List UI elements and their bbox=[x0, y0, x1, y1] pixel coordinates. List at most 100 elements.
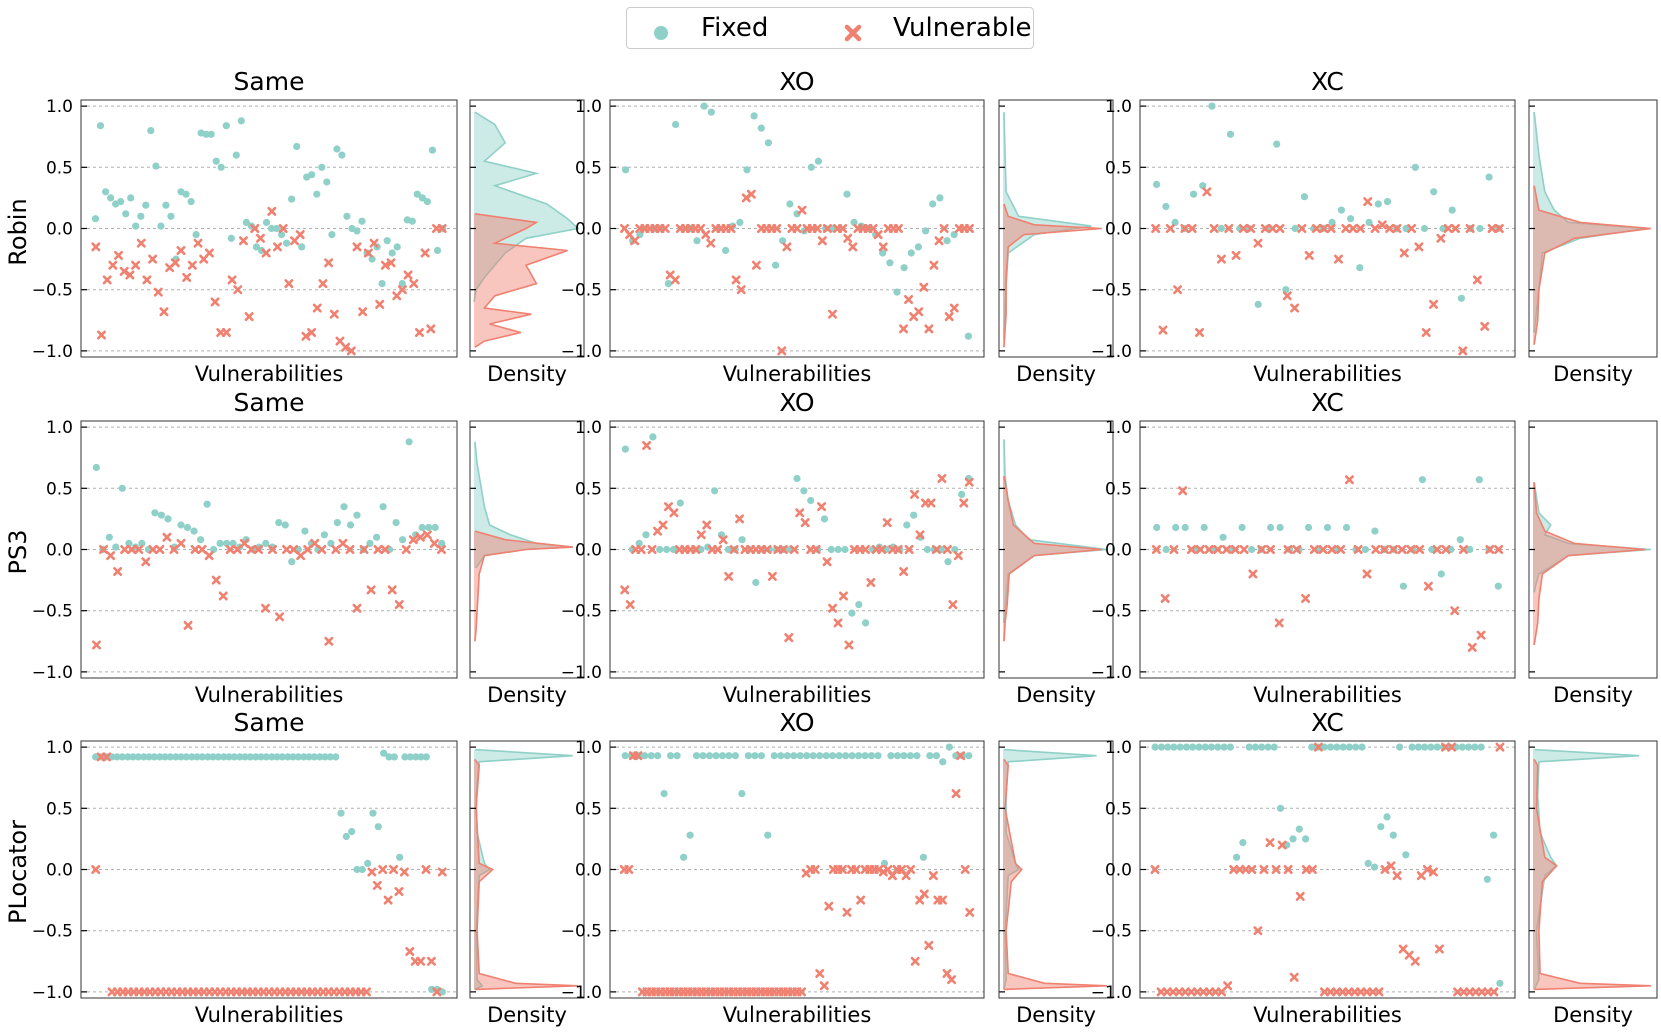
y-tick-label: 0.0 bbox=[1105, 541, 1132, 561]
point-vulnerable bbox=[401, 545, 411, 554]
point-fixed bbox=[770, 752, 778, 760]
point-fixed bbox=[1430, 188, 1438, 196]
panel-frame bbox=[1139, 99, 1516, 358]
point-fixed bbox=[262, 218, 271, 226]
point-vulnerable bbox=[819, 981, 829, 991]
point-fixed bbox=[333, 519, 341, 527]
point-vulnerable bbox=[1260, 224, 1270, 233]
point-vulnerable bbox=[931, 545, 941, 554]
point-vulnerable bbox=[338, 538, 348, 548]
point-fixed bbox=[1214, 743, 1222, 751]
point-fixed bbox=[413, 190, 421, 198]
point-fixed bbox=[268, 753, 276, 761]
point-vulnerable bbox=[1151, 545, 1161, 554]
point-fixed bbox=[406, 753, 414, 761]
x-axis-label: Density bbox=[1016, 1003, 1096, 1027]
point-vulnerable bbox=[1246, 224, 1256, 233]
point-vulnerable bbox=[899, 324, 909, 334]
point-fixed bbox=[1190, 190, 1198, 198]
point-vulnerable bbox=[810, 865, 820, 874]
point-vulnerable bbox=[432, 987, 442, 997]
point-vulnerable bbox=[102, 275, 112, 285]
density-line-fixed bbox=[1533, 748, 1640, 990]
point-vulnerable bbox=[828, 309, 838, 319]
point-fixed bbox=[663, 545, 671, 554]
point-fixed bbox=[1289, 835, 1297, 843]
point-vulnerable bbox=[1392, 224, 1402, 233]
panel-frame bbox=[469, 420, 585, 679]
point-fixed bbox=[686, 831, 694, 839]
point-vulnerable bbox=[1476, 630, 1486, 640]
point-fixed bbox=[177, 521, 185, 529]
point-fixed bbox=[965, 752, 973, 760]
point-fixed bbox=[1258, 743, 1266, 751]
point-fixed bbox=[1267, 523, 1275, 532]
point-fixed bbox=[1496, 979, 1504, 987]
point-fixed bbox=[1270, 743, 1278, 751]
point-fixed bbox=[167, 212, 175, 220]
point-vulnerable bbox=[828, 603, 838, 613]
point-fixed bbox=[262, 753, 270, 761]
density-fill-vulnerable bbox=[1003, 759, 1107, 990]
point-vulnerable bbox=[102, 752, 112, 762]
point-vulnerable bbox=[746, 189, 756, 199]
point-vulnerable bbox=[696, 530, 706, 540]
point-fixed bbox=[1347, 215, 1355, 223]
panel-robin-1 bbox=[469, 99, 585, 358]
point-fixed bbox=[764, 139, 773, 147]
point-fixed bbox=[1433, 743, 1441, 751]
point-vulnerable bbox=[1213, 545, 1223, 554]
y-tick-label: 0.0 bbox=[575, 220, 602, 240]
point-fixed bbox=[1164, 743, 1172, 751]
point-fixed bbox=[1358, 743, 1366, 751]
point-vulnerable bbox=[882, 518, 892, 528]
point-fixed bbox=[1414, 743, 1422, 751]
point-fixed bbox=[328, 231, 336, 239]
point-vulnerable bbox=[944, 312, 954, 322]
point-vulnerable bbox=[1326, 224, 1336, 233]
panel-title: XO bbox=[779, 708, 814, 737]
point-fixed bbox=[699, 752, 707, 760]
y-tick-label: 1.0 bbox=[575, 418, 602, 438]
point-vulnerable bbox=[329, 309, 339, 319]
point-vulnerable bbox=[183, 620, 193, 630]
point-fixed bbox=[257, 753, 265, 761]
point-vulnerable bbox=[1283, 865, 1293, 874]
point-fixed bbox=[1383, 813, 1391, 821]
point-fixed bbox=[879, 249, 887, 257]
point-fixed bbox=[1490, 831, 1498, 839]
point-vulnerable bbox=[380, 545, 390, 554]
point-vulnerable bbox=[713, 545, 723, 554]
point-vulnerable bbox=[919, 282, 929, 292]
point-vulnerable bbox=[724, 571, 734, 581]
point-vulnerable bbox=[120, 545, 130, 554]
point-vulnerable bbox=[1257, 545, 1267, 554]
point-vulnerable bbox=[403, 270, 413, 280]
point-vulnerable bbox=[284, 279, 294, 289]
point-vulnerable bbox=[372, 880, 382, 890]
point-vulnerable bbox=[260, 603, 270, 613]
point-fixed bbox=[1254, 300, 1262, 308]
panel-robin-2 bbox=[609, 99, 985, 358]
point-fixed bbox=[692, 752, 701, 760]
point-vulnerable bbox=[959, 498, 969, 508]
y-tick-label: −1.0 bbox=[32, 663, 73, 683]
point-vulnerable bbox=[141, 557, 151, 567]
point-vulnerable bbox=[1414, 242, 1424, 252]
y-tick-label: −0.5 bbox=[1091, 281, 1132, 301]
point-vulnerable bbox=[415, 532, 425, 542]
point-vulnerable bbox=[778, 545, 788, 554]
point-fixed bbox=[887, 752, 895, 760]
x-axis-label: Density bbox=[1553, 683, 1633, 707]
point-fixed bbox=[1352, 743, 1360, 751]
point-fixed bbox=[343, 212, 351, 220]
panel-frame bbox=[609, 420, 985, 679]
point-vulnerable bbox=[331, 545, 341, 554]
point-vulnerable bbox=[960, 865, 970, 874]
point-fixed bbox=[772, 261, 780, 269]
point-vulnerable bbox=[367, 867, 377, 877]
point-fixed bbox=[1383, 198, 1392, 206]
point-fixed bbox=[1371, 527, 1379, 535]
y-tick-label: −0.5 bbox=[32, 922, 73, 942]
point-fixed bbox=[900, 752, 908, 760]
